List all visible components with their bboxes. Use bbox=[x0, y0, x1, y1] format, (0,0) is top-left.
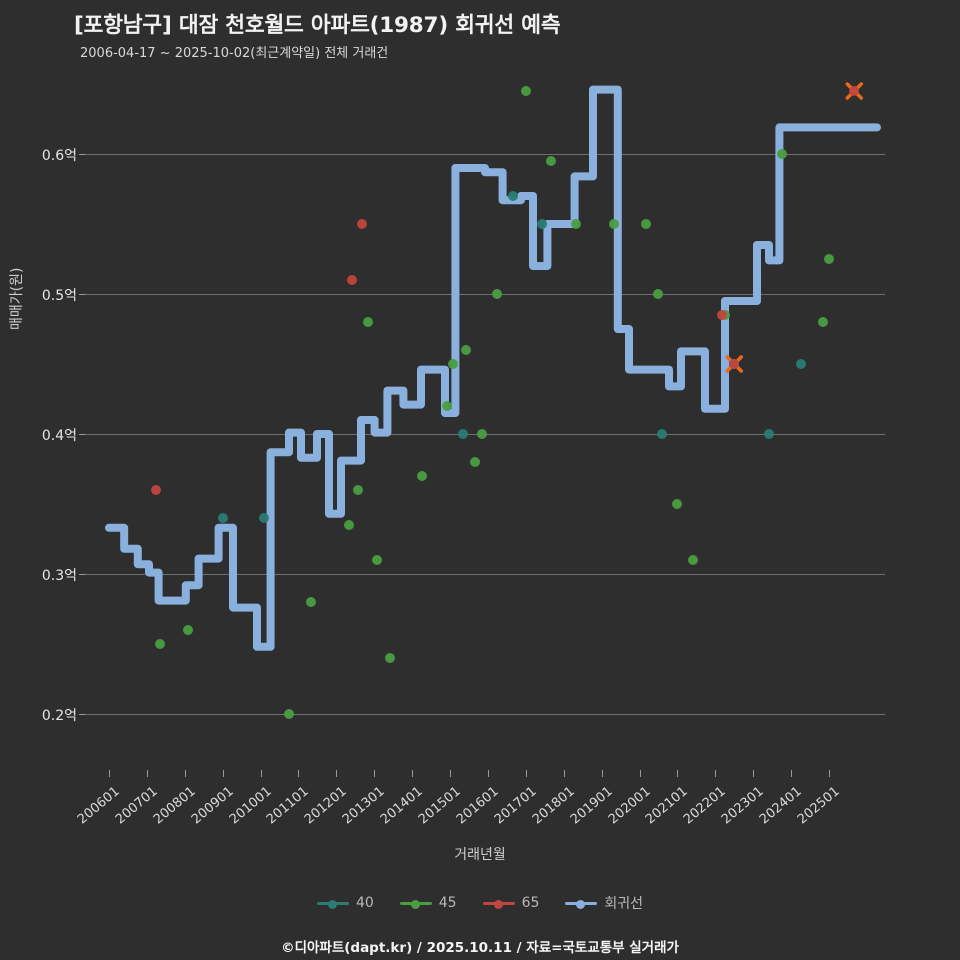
legend-label: 65 bbox=[521, 895, 540, 911]
x-tick-mark bbox=[412, 770, 414, 777]
scatter-point-65[interactable] bbox=[356, 219, 367, 229]
scatter-point-45[interactable] bbox=[824, 254, 834, 264]
scatter-point-65[interactable] bbox=[849, 86, 860, 96]
scatter-point-65[interactable] bbox=[151, 485, 162, 495]
y-tick-mark bbox=[79, 294, 85, 295]
scatter-point-45[interactable] bbox=[372, 555, 383, 565]
y-gridline bbox=[85, 294, 885, 295]
y-axis-label: 매매가(원) bbox=[9, 267, 25, 330]
y-tick-label: 0.3억 bbox=[41, 568, 77, 584]
scatter-point-45[interactable] bbox=[640, 219, 651, 229]
scatter-point-40[interactable] bbox=[258, 513, 269, 523]
scatter-point-40[interactable] bbox=[656, 429, 667, 439]
legend-item-회귀선[interactable]: 회귀선 bbox=[565, 893, 643, 913]
scatter-point-45[interactable] bbox=[672, 499, 683, 509]
y-tick-label: 0.2억 bbox=[41, 708, 77, 724]
x-tick-mark bbox=[184, 770, 186, 777]
page-title: [포항남구] 대잠 천호월드 아파트(1987) 회귀선 예측 bbox=[74, 13, 561, 38]
scatter-point-45[interactable] bbox=[441, 401, 452, 411]
x-tick-mark bbox=[563, 770, 565, 777]
chart-legend: 40 45 65 회귀선 bbox=[0, 893, 960, 913]
x-tick-mark bbox=[336, 770, 338, 777]
y-tick-label: 0.5억 bbox=[41, 288, 77, 304]
scatter-point-40[interactable] bbox=[764, 429, 774, 439]
legend-swatch-icon bbox=[316, 897, 349, 909]
scatter-point-45[interactable] bbox=[817, 317, 828, 327]
scatter-point-45[interactable] bbox=[470, 457, 481, 467]
x-tick-mark bbox=[298, 770, 300, 777]
x-tick-mark bbox=[829, 770, 830, 777]
x-axis-label: 거래년월 bbox=[454, 847, 506, 863]
scatter-point-45[interactable] bbox=[460, 345, 471, 355]
scatter-point-45[interactable] bbox=[448, 359, 459, 369]
legend-swatch-icon bbox=[482, 897, 515, 909]
y-gridline bbox=[85, 714, 885, 715]
footer-credit: ©디아파트(dapt.kr) / 2025.10.11 / 자료=국토교통부 실… bbox=[281, 940, 679, 956]
scatter-point-45[interactable] bbox=[306, 597, 317, 607]
scatter-point-40[interactable] bbox=[457, 429, 468, 439]
scatter-point-45[interactable] bbox=[344, 520, 354, 530]
x-tick-mark bbox=[146, 770, 148, 777]
scatter-point-45[interactable] bbox=[385, 653, 396, 663]
y-gridline bbox=[85, 574, 885, 575]
y-tick-label: 0.6억 bbox=[41, 148, 77, 164]
scatter-point-40[interactable] bbox=[795, 359, 806, 369]
legend-swatch-icon bbox=[565, 897, 598, 909]
legend-item-65[interactable]: 65 bbox=[482, 895, 540, 911]
scatter-point-65[interactable] bbox=[347, 275, 358, 285]
scatter-point-45[interactable] bbox=[284, 709, 294, 719]
scatter-point-40[interactable] bbox=[536, 219, 547, 229]
scatter-point-40[interactable] bbox=[508, 191, 519, 201]
scatter-point-45[interactable] bbox=[571, 219, 582, 229]
x-tick-mark bbox=[260, 770, 262, 777]
legend-label: 45 bbox=[438, 895, 457, 911]
x-tick-mark bbox=[791, 770, 793, 777]
scatter-point-65[interactable] bbox=[729, 359, 740, 369]
scatter-point-45[interactable] bbox=[520, 86, 531, 96]
y-gridline bbox=[85, 154, 885, 155]
scatter-point-45[interactable] bbox=[154, 639, 165, 649]
scatter-point-45[interactable] bbox=[182, 625, 193, 635]
x-tick-mark bbox=[487, 770, 489, 777]
scatter-point-45[interactable] bbox=[776, 149, 787, 159]
x-tick-mark bbox=[374, 770, 376, 777]
scatter-point-45[interactable] bbox=[609, 219, 620, 229]
legend-swatch-icon bbox=[399, 897, 432, 909]
x-tick-mark bbox=[639, 770, 641, 777]
scatter-point-45[interactable] bbox=[416, 471, 427, 481]
y-tick-mark bbox=[79, 434, 85, 435]
scatter-point-45[interactable] bbox=[653, 289, 664, 299]
legend-label: 회귀선 bbox=[604, 896, 644, 912]
x-tick-mark bbox=[222, 770, 224, 777]
scatter-point-45[interactable] bbox=[353, 485, 364, 495]
scatter-point-65[interactable] bbox=[716, 310, 727, 320]
x-tick-mark bbox=[677, 770, 679, 777]
y-tick-mark bbox=[79, 714, 85, 715]
x-tick-mark bbox=[601, 770, 603, 777]
x-tick-mark bbox=[109, 770, 110, 777]
scatter-point-40[interactable] bbox=[217, 513, 228, 523]
chart-subtitle: 2006-04-17 ~ 2025-10-02(최근계약일) 전체 거래건 bbox=[80, 46, 389, 61]
scatter-point-45[interactable] bbox=[476, 429, 487, 439]
x-tick-mark bbox=[753, 770, 755, 777]
y-tick-mark bbox=[79, 154, 85, 155]
x-tick-mark bbox=[450, 770, 452, 777]
regression-line bbox=[105, 85, 881, 651]
scatter-point-45[interactable] bbox=[492, 289, 503, 299]
legend-label: 40 bbox=[355, 895, 374, 911]
y-tick-mark bbox=[79, 574, 85, 575]
legend-item-40[interactable]: 40 bbox=[316, 895, 374, 911]
scatter-point-45[interactable] bbox=[688, 555, 699, 565]
y-tick-label: 0.4억 bbox=[41, 428, 77, 444]
x-tick-mark bbox=[715, 770, 717, 777]
x-tick-mark bbox=[525, 770, 527, 777]
scatter-point-45[interactable] bbox=[362, 317, 373, 327]
scatter-point-45[interactable] bbox=[546, 156, 557, 166]
legend-item-45[interactable]: 45 bbox=[399, 895, 457, 911]
